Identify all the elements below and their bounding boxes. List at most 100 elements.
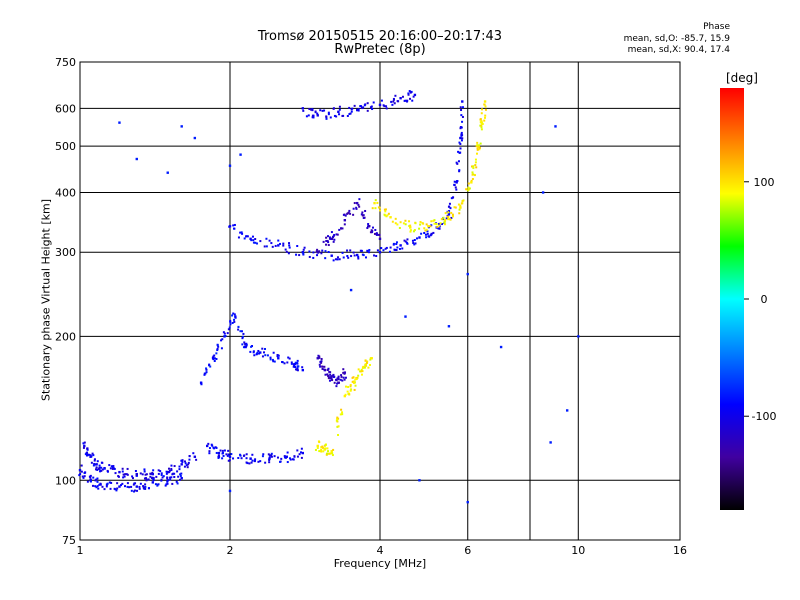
data-point — [320, 357, 323, 360]
data-point — [233, 320, 236, 323]
data-point — [471, 171, 474, 174]
data-point — [369, 363, 372, 366]
data-point — [316, 248, 319, 251]
data-point — [165, 483, 168, 486]
data-point — [166, 171, 169, 174]
data-point — [268, 461, 271, 464]
data-point — [233, 227, 236, 230]
data-point — [172, 472, 175, 475]
data-point — [359, 105, 362, 108]
data-point — [368, 225, 371, 228]
data-point — [108, 481, 111, 484]
data-point — [274, 244, 277, 247]
data-point — [370, 229, 373, 232]
data-point — [255, 353, 258, 356]
data-point — [343, 219, 347, 222]
data-point — [176, 470, 179, 473]
data-point — [213, 354, 216, 357]
data-point — [375, 233, 378, 236]
data-point — [154, 483, 157, 486]
data-point — [338, 105, 341, 108]
data-point — [565, 409, 569, 412]
data-point — [213, 360, 216, 363]
x-tick-label: 6 — [464, 544, 471, 557]
data-point — [331, 237, 334, 240]
data-point — [273, 360, 276, 363]
data-point — [180, 125, 183, 128]
data-point — [245, 235, 248, 238]
data-point — [327, 452, 330, 455]
data-point — [350, 255, 353, 258]
data-point — [216, 347, 219, 350]
data-point — [425, 223, 428, 226]
data-point — [480, 108, 483, 111]
data-point — [217, 451, 221, 455]
data-point — [394, 222, 397, 225]
data-point — [336, 256, 339, 259]
data-point — [398, 247, 401, 250]
data-point — [187, 461, 190, 464]
data-point — [98, 464, 101, 467]
data-point — [461, 202, 464, 205]
data-point — [250, 345, 253, 348]
data-point — [361, 366, 365, 369]
data-point — [459, 147, 462, 150]
data-point — [348, 209, 351, 212]
data-point — [447, 325, 451, 328]
data-point — [470, 165, 473, 168]
data-point — [253, 459, 256, 462]
data-point — [156, 483, 159, 486]
data-point — [245, 343, 248, 346]
data-point — [337, 425, 340, 428]
data-point — [396, 246, 399, 249]
data-point — [358, 198, 361, 201]
data-point — [135, 474, 138, 477]
data-point — [358, 205, 361, 208]
data-point — [270, 454, 273, 457]
data-point — [395, 248, 398, 251]
data-point — [85, 454, 88, 457]
data-point — [376, 201, 379, 204]
data-point — [340, 408, 343, 411]
data-point — [359, 249, 362, 252]
data-point — [296, 362, 299, 365]
data-point — [273, 455, 276, 458]
data-point — [391, 103, 394, 106]
data-point — [205, 371, 208, 374]
data-point — [412, 95, 415, 98]
data-point — [461, 100, 464, 103]
data-point — [403, 239, 406, 242]
data-point — [394, 94, 397, 97]
data-point — [461, 200, 464, 203]
data-point — [152, 469, 155, 472]
data-point — [100, 461, 103, 464]
data-point — [79, 472, 82, 475]
data-point — [327, 377, 330, 380]
data-point — [440, 218, 443, 221]
data-point — [151, 473, 154, 476]
data-point — [480, 112, 483, 115]
x-tick-label: 10 — [571, 544, 585, 557]
data-point — [110, 481, 113, 484]
data-point — [349, 389, 352, 392]
data-point — [222, 454, 225, 457]
data-point — [327, 374, 330, 377]
data-point — [296, 449, 299, 452]
data-point — [337, 381, 340, 384]
data-point — [183, 465, 186, 468]
data-point — [99, 469, 102, 472]
data-point — [208, 452, 211, 455]
data-point — [257, 460, 260, 463]
data-point — [395, 242, 398, 245]
data-point — [335, 115, 338, 118]
data-point — [231, 314, 234, 317]
data-point — [384, 214, 387, 217]
data-point — [208, 450, 211, 453]
data-point — [91, 452, 94, 455]
data-point — [355, 376, 358, 379]
data-point — [384, 247, 387, 250]
data-point — [215, 451, 218, 454]
y-tick-label: 200 — [55, 330, 76, 343]
data-point — [171, 482, 174, 485]
data-point — [461, 120, 464, 123]
